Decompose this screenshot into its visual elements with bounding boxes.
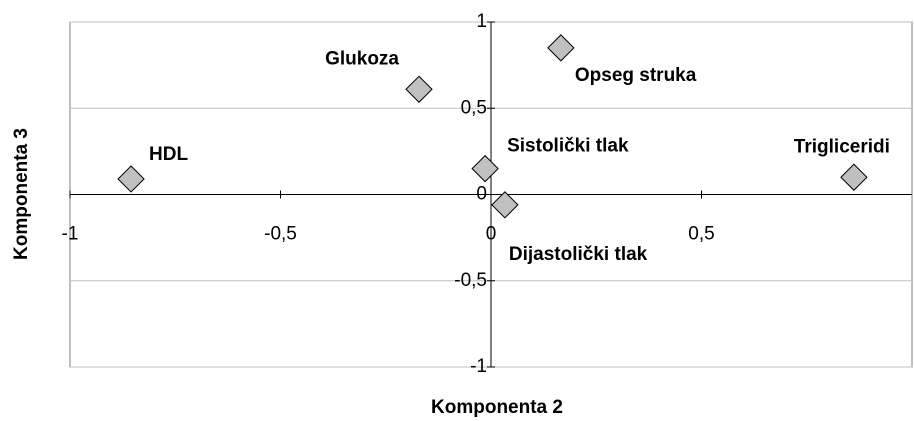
point-label: Sistolički tlak (507, 136, 629, 157)
x-tick-label: 0,5 (688, 224, 714, 245)
x-tick-label: -1 (62, 224, 79, 245)
point-label: Dijastolički tlak (509, 244, 648, 265)
y-tick-label: 0,5 (461, 97, 487, 118)
point-label: Glukoza (325, 48, 399, 69)
point (405, 75, 433, 103)
y-axis-title: Komponenta 3 (11, 128, 32, 260)
point (117, 165, 145, 193)
x-tick-label: -0,5 (264, 224, 297, 245)
y-tick-label: -1 (470, 356, 487, 377)
y-tick-label: 1 (476, 11, 487, 32)
x-axis-title: Komponenta 2 (431, 397, 563, 418)
point-label: Opseg struka (575, 65, 697, 86)
point-label: HDL (149, 144, 188, 165)
point (547, 34, 575, 62)
point (840, 163, 868, 191)
point (471, 154, 499, 183)
point-label: Trigliceridi (794, 136, 890, 157)
y-tick-label: -0,5 (454, 270, 487, 291)
point (491, 191, 519, 219)
